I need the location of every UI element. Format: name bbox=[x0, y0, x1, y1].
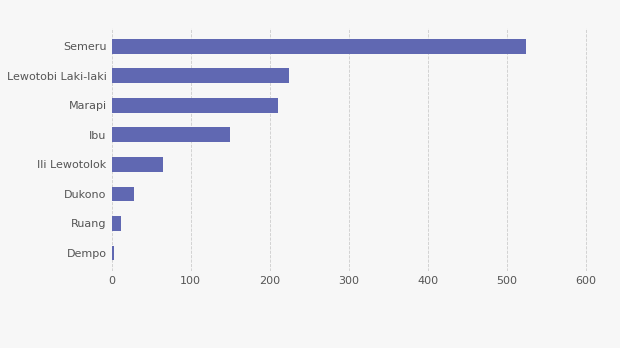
Bar bbox=[112, 127, 230, 142]
Bar bbox=[112, 39, 526, 54]
Bar bbox=[112, 246, 114, 260]
Bar bbox=[112, 69, 290, 83]
Bar bbox=[112, 98, 278, 113]
Bar bbox=[112, 216, 121, 231]
Bar bbox=[112, 187, 134, 201]
Bar bbox=[112, 157, 163, 172]
